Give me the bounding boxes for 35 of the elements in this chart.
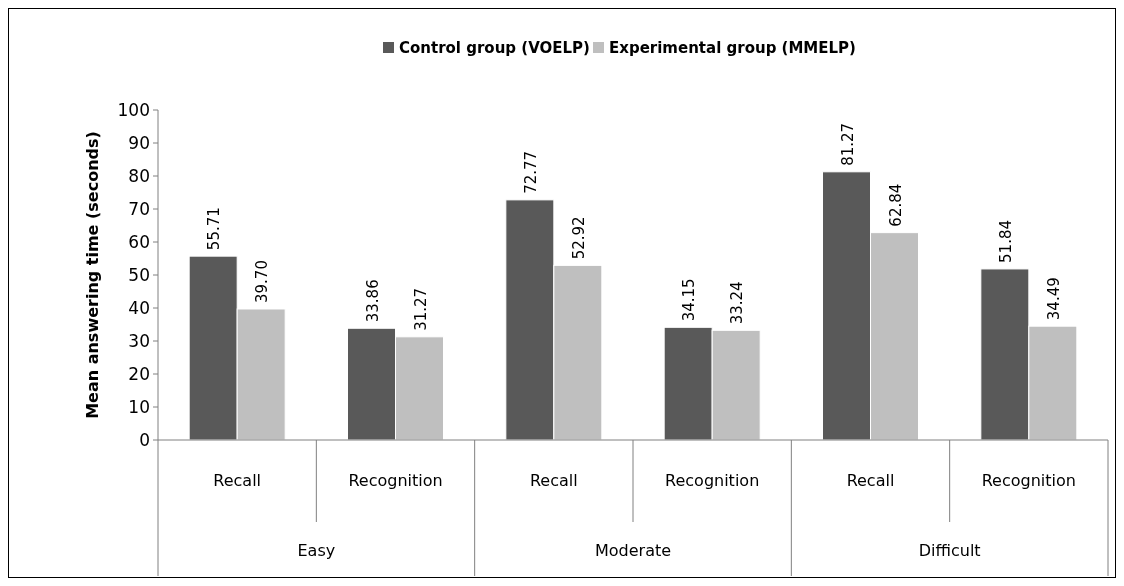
data-label: 52.92 [569,216,588,260]
x-tick-label: Recognition [981,471,1076,490]
data-label: 31.27 [411,287,430,331]
data-label: 62.84 [886,183,905,227]
y-tick-label: 20 [128,363,150,384]
y-tick-label: 90 [128,132,150,153]
text: Difficult [918,541,981,560]
x-tick-label: Recognition [665,471,760,490]
y-axis-title: Mean answering time (seconds) [83,131,102,419]
data-label: 33.86 [363,279,382,323]
data-label: 51.84 [996,219,1015,263]
x-tick-label: Recall [213,471,262,490]
text: Moderate [594,541,672,560]
data-label: 39.70 [253,260,272,303]
y-tick-label: 70 [128,198,150,219]
x-tick-label: Recall [846,471,895,490]
text: Easy [297,541,336,560]
x-tick-label: Recognition [348,471,443,490]
y-tick-label: 80 [128,165,150,186]
y-tick-label: 10 [128,396,150,417]
data-label: 33.24 [728,281,747,325]
x-tick-label: Recall [529,471,578,490]
data-label: 55.71 [205,207,224,251]
y-tick-label: 0 [139,429,150,450]
y-tick-label: 30 [128,330,150,351]
y-tick-label: 40 [128,297,150,318]
y-tick-label: 100 [117,99,150,120]
y-tick-label: 60 [128,231,150,252]
data-label: 72.77 [521,150,540,194]
legend-label: Experimental group (MMELP) [609,39,856,57]
y-tick-label: 50 [128,264,150,285]
data-label: 34.15 [680,278,699,322]
data-label: 34.49 [1044,277,1063,321]
data-label: 81.27 [838,122,857,166]
legend-label: Control group (VOELP) [399,39,590,57]
